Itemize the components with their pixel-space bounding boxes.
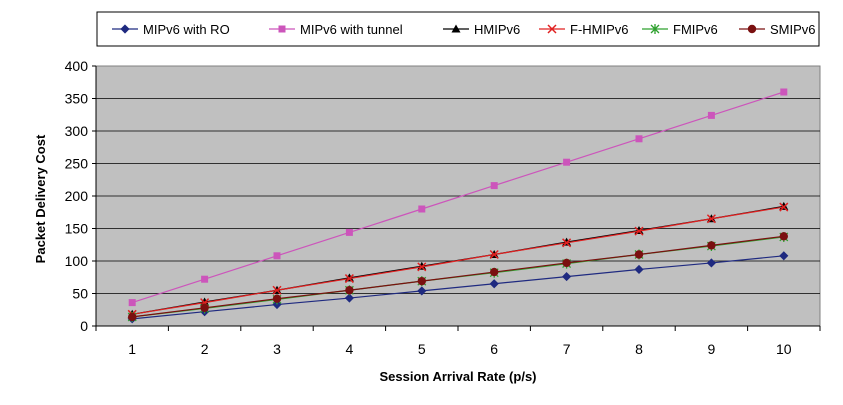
y-tick-label: 200 bbox=[65, 188, 89, 204]
x-tick-label: 4 bbox=[346, 341, 354, 357]
legend-label: MIPv6 with tunnel bbox=[300, 22, 403, 37]
data-point bbox=[272, 299, 282, 310]
x-tick-label: 3 bbox=[273, 341, 281, 357]
series-smipv6 bbox=[128, 232, 788, 322]
legend-item: SMIPv6 bbox=[739, 22, 816, 37]
data-point bbox=[780, 88, 788, 96]
data-point bbox=[562, 258, 571, 268]
data-point bbox=[707, 111, 715, 119]
data-point bbox=[417, 262, 427, 272]
data-point bbox=[344, 293, 354, 303]
legend-item: MIPv6 with tunnel bbox=[269, 22, 403, 37]
data-point bbox=[344, 274, 354, 284]
legend-marker bbox=[650, 24, 660, 34]
axes: 0 50 100 150 200 250 300 350 400 1 2 3 4 5 6 7 8 9 10 bbox=[65, 58, 821, 357]
legend-label: F-HMIPv6 bbox=[570, 22, 629, 37]
data-point bbox=[563, 158, 571, 166]
legend-item: HMIPv6 bbox=[443, 22, 520, 37]
data-point bbox=[273, 252, 281, 260]
y-tick-label: 250 bbox=[65, 156, 89, 172]
legend-label: SMIPv6 bbox=[770, 22, 816, 37]
data-point bbox=[417, 286, 427, 296]
data-point bbox=[706, 214, 716, 224]
data-point bbox=[345, 228, 353, 236]
x-tick-label: 10 bbox=[776, 341, 792, 357]
plot-area bbox=[95, 65, 821, 327]
series-line bbox=[132, 235, 784, 318]
data-point bbox=[272, 294, 282, 303]
data-point bbox=[562, 272, 572, 282]
data-point bbox=[707, 241, 716, 250]
series-line bbox=[132, 91, 784, 304]
legend-item: F-HMIPv6 bbox=[539, 22, 629, 37]
y-tick-label: 50 bbox=[72, 286, 88, 302]
data-point bbox=[345, 286, 354, 295]
x-tick-label: 6 bbox=[490, 341, 498, 357]
legend-item: MIPv6 with RO bbox=[112, 22, 230, 37]
legend-label: MIPv6 with RO bbox=[143, 22, 230, 37]
x-tick-label: 1 bbox=[128, 341, 136, 357]
x-tick-label: 8 bbox=[635, 341, 643, 357]
data-point bbox=[490, 182, 498, 190]
data-point bbox=[417, 276, 426, 286]
legend-label: HMIPv6 bbox=[474, 22, 520, 37]
data-point bbox=[635, 135, 643, 143]
data-point bbox=[779, 251, 789, 261]
data-point bbox=[634, 250, 644, 259]
data-point bbox=[128, 299, 136, 307]
data-point bbox=[489, 249, 499, 260]
legend-marker bbox=[547, 24, 557, 34]
data-point bbox=[706, 258, 716, 268]
legend-label: FMIPv6 bbox=[673, 22, 718, 37]
data-point bbox=[562, 238, 572, 248]
data-point bbox=[128, 312, 137, 322]
series-line bbox=[132, 206, 784, 315]
data-point bbox=[272, 285, 282, 295]
data-point bbox=[200, 303, 209, 312]
y-tick-label: 300 bbox=[65, 123, 89, 139]
legend-marker bbox=[120, 24, 130, 34]
legend-marker bbox=[451, 24, 461, 33]
legend-item: FMIPv6 bbox=[642, 22, 718, 37]
y-tick-label: 0 bbox=[80, 318, 88, 334]
x-tick-label: 7 bbox=[563, 341, 571, 357]
data-point bbox=[490, 267, 499, 277]
x-axis-label: Session Arrival Rate (p/s) bbox=[379, 369, 536, 384]
data-point bbox=[779, 202, 789, 212]
x-tick-label: 9 bbox=[708, 341, 716, 357]
legend: MIPv6 with RO MIPv6 with tunnel HMIPv6 F-HM… bbox=[96, 11, 820, 47]
legend-marker bbox=[278, 25, 286, 33]
y-tick-label: 400 bbox=[65, 58, 89, 74]
data-point bbox=[634, 264, 644, 275]
legend-marker bbox=[747, 24, 757, 34]
data-point bbox=[201, 275, 209, 283]
y-tick-label: 100 bbox=[65, 253, 89, 269]
y-axis-label: Packet Delivery Cost bbox=[33, 134, 48, 263]
data-point bbox=[418, 205, 426, 213]
data-point bbox=[779, 232, 788, 241]
x-tick-label: 2 bbox=[201, 341, 209, 357]
y-tick-label: 150 bbox=[65, 221, 89, 237]
x-tick-label: 5 bbox=[418, 341, 426, 357]
data-point bbox=[634, 226, 644, 236]
data-point bbox=[489, 279, 499, 289]
series-mipv6-with-tunnel bbox=[128, 88, 788, 307]
series-line bbox=[132, 255, 784, 320]
y-tick-label: 350 bbox=[65, 91, 89, 107]
